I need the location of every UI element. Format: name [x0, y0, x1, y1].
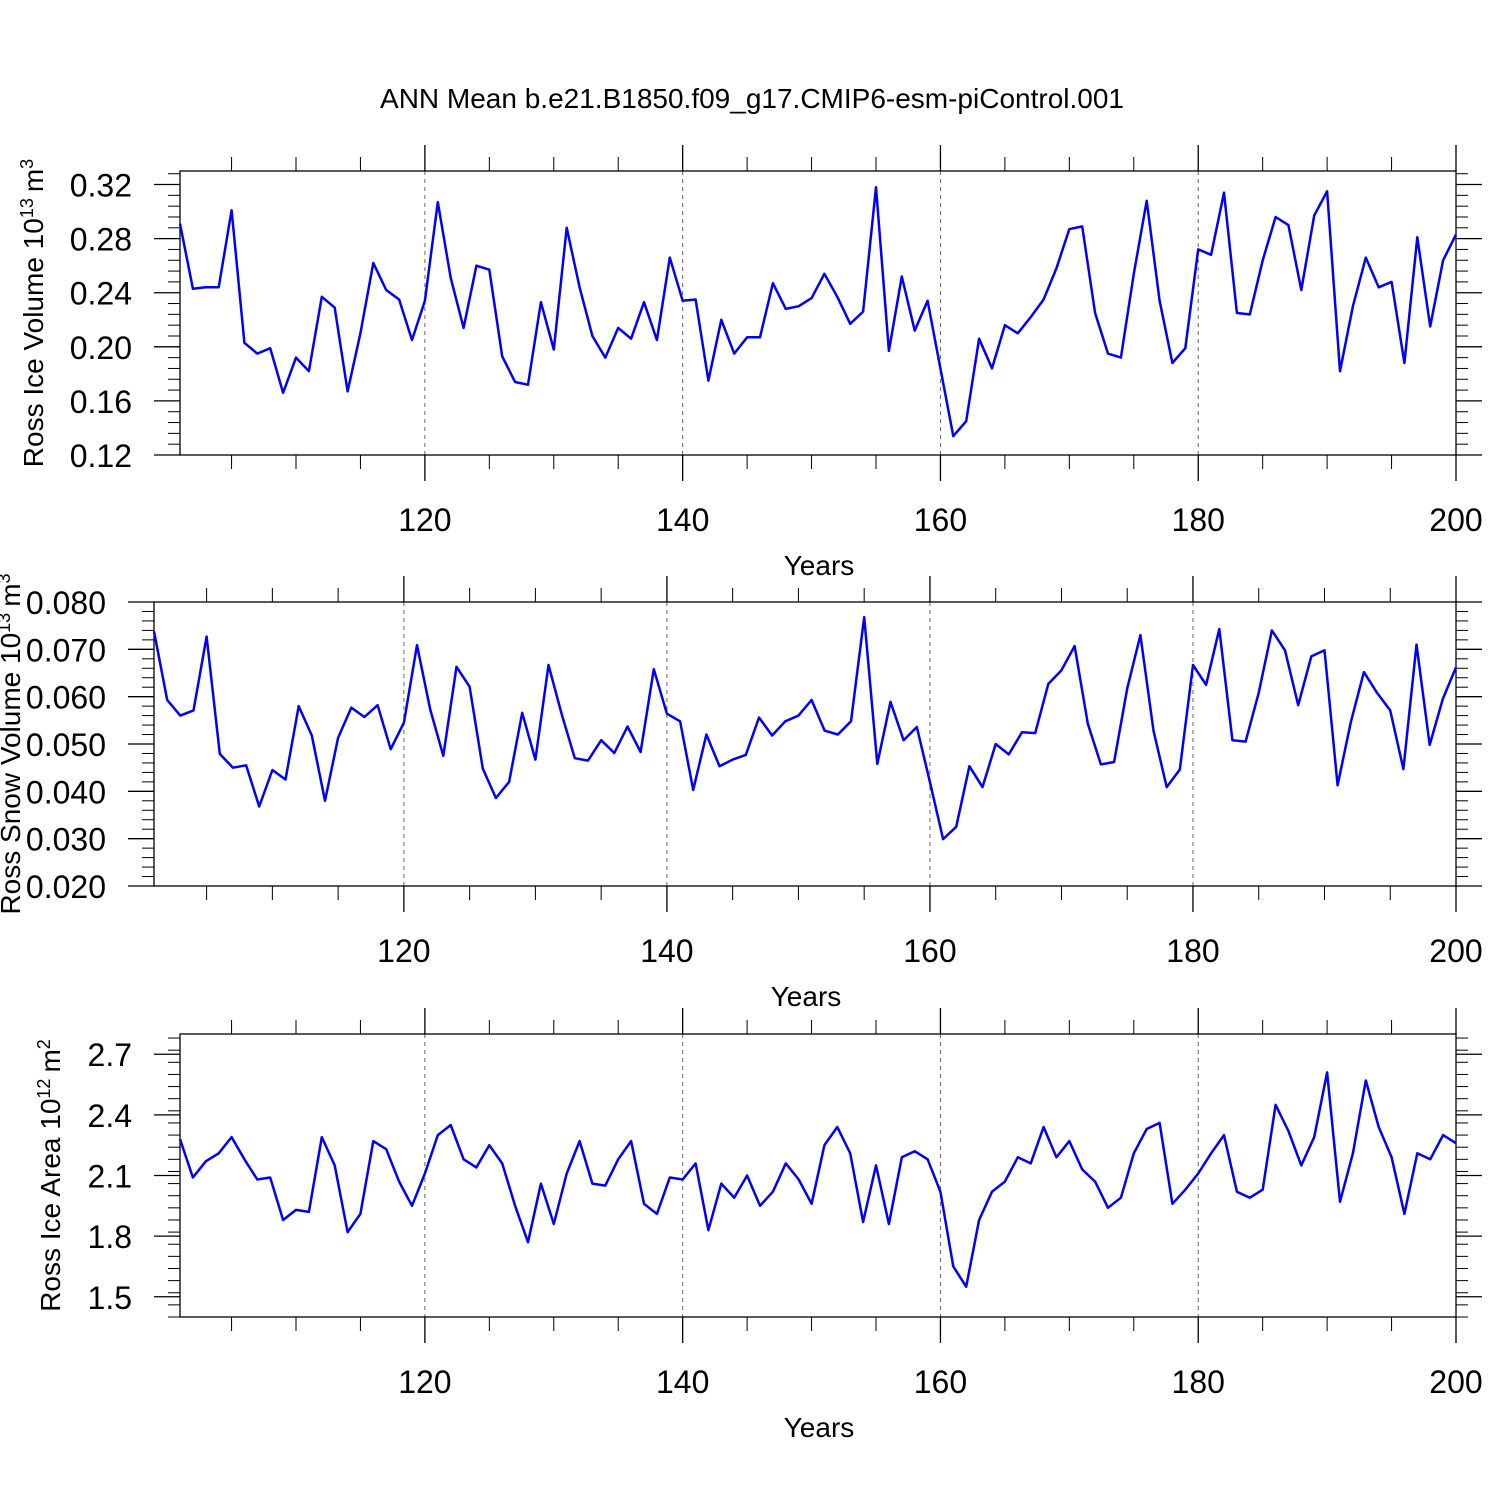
y-tick-label: 0.32 [70, 168, 132, 204]
x-tick-label: 120 [398, 502, 451, 538]
x-tick-label: 160 [914, 502, 967, 538]
x-tick-label: 180 [1166, 933, 1219, 969]
plot-frame [179, 170, 1457, 456]
x-tick-label: 160 [914, 1364, 967, 1400]
x-tick-label: 140 [656, 502, 709, 538]
x-tick-label: 180 [1172, 1364, 1225, 1400]
x-tick-label: 120 [377, 933, 430, 969]
x-tick-label: 160 [903, 933, 956, 969]
x-tick-label: 180 [1172, 502, 1225, 538]
y-tick-label: 0.080 [26, 585, 106, 621]
x-tick-label: 140 [656, 1364, 709, 1400]
y-tick-label: 0.060 [26, 680, 106, 716]
y-axis-label: Ross Snow Volume 1013m3 [0, 573, 26, 914]
x-tick-label: 200 [1429, 502, 1482, 538]
y-tick-label: 0.040 [26, 774, 106, 810]
y-axis-label: Ross Ice Area 1012m2 [34, 1039, 66, 1312]
y-tick-label: 0.20 [70, 330, 132, 366]
x-tick-label: 200 [1429, 933, 1482, 969]
y-tick-label: 2.1 [88, 1159, 132, 1195]
ross-snow-volume-panel: 120 140 160 180 200 Years 0.020 0.030 0.040 0.050… [0, 573, 1483, 1012]
y-tick-label: 1.5 [88, 1280, 132, 1316]
y-tick-label: 0.28 [70, 222, 132, 258]
x-tick-label: 200 [1429, 1364, 1482, 1400]
y-tick-label: 0.24 [70, 276, 132, 312]
series-line [178, 185, 1458, 438]
y-tick-label: 2.7 [88, 1037, 132, 1073]
y-tick-label: 0.070 [26, 632, 106, 668]
figure-title: ANN Mean b.e21.B1850.f09_g17.CMIP6-esm-p… [380, 83, 1124, 114]
y-tick-label: 0.16 [70, 384, 132, 420]
y-tick-label: 0.050 [26, 727, 106, 763]
series-line [178, 1071, 1457, 1288]
x-tick-label: 140 [640, 933, 693, 969]
x-axis-label: Years [784, 1412, 855, 1443]
y-axis-label: Ross Ice Volume 1013m3 [17, 159, 49, 467]
series-line [152, 615, 1458, 841]
x-axis-label: Years [771, 981, 842, 1012]
ross-ice-area-panel: 120 140 160 180 200 Years 1.5 1.8 2.1 2.4 2.7 Ross … [34, 1008, 1483, 1443]
ross-ice-volume-panel: 120 140 160 180 200 Years 0.12 0.16 0.20 0.24 0.28… [17, 145, 1483, 581]
x-axis-label: Years [784, 550, 855, 581]
y-tick-label: 0.12 [70, 438, 132, 474]
x-tick-label: 120 [398, 1364, 451, 1400]
y-tick-label: 1.8 [88, 1219, 132, 1255]
y-tick-label: 2.4 [88, 1098, 132, 1134]
y-tick-label: 0.020 [26, 869, 106, 905]
y-tick-label: 0.030 [26, 822, 106, 858]
